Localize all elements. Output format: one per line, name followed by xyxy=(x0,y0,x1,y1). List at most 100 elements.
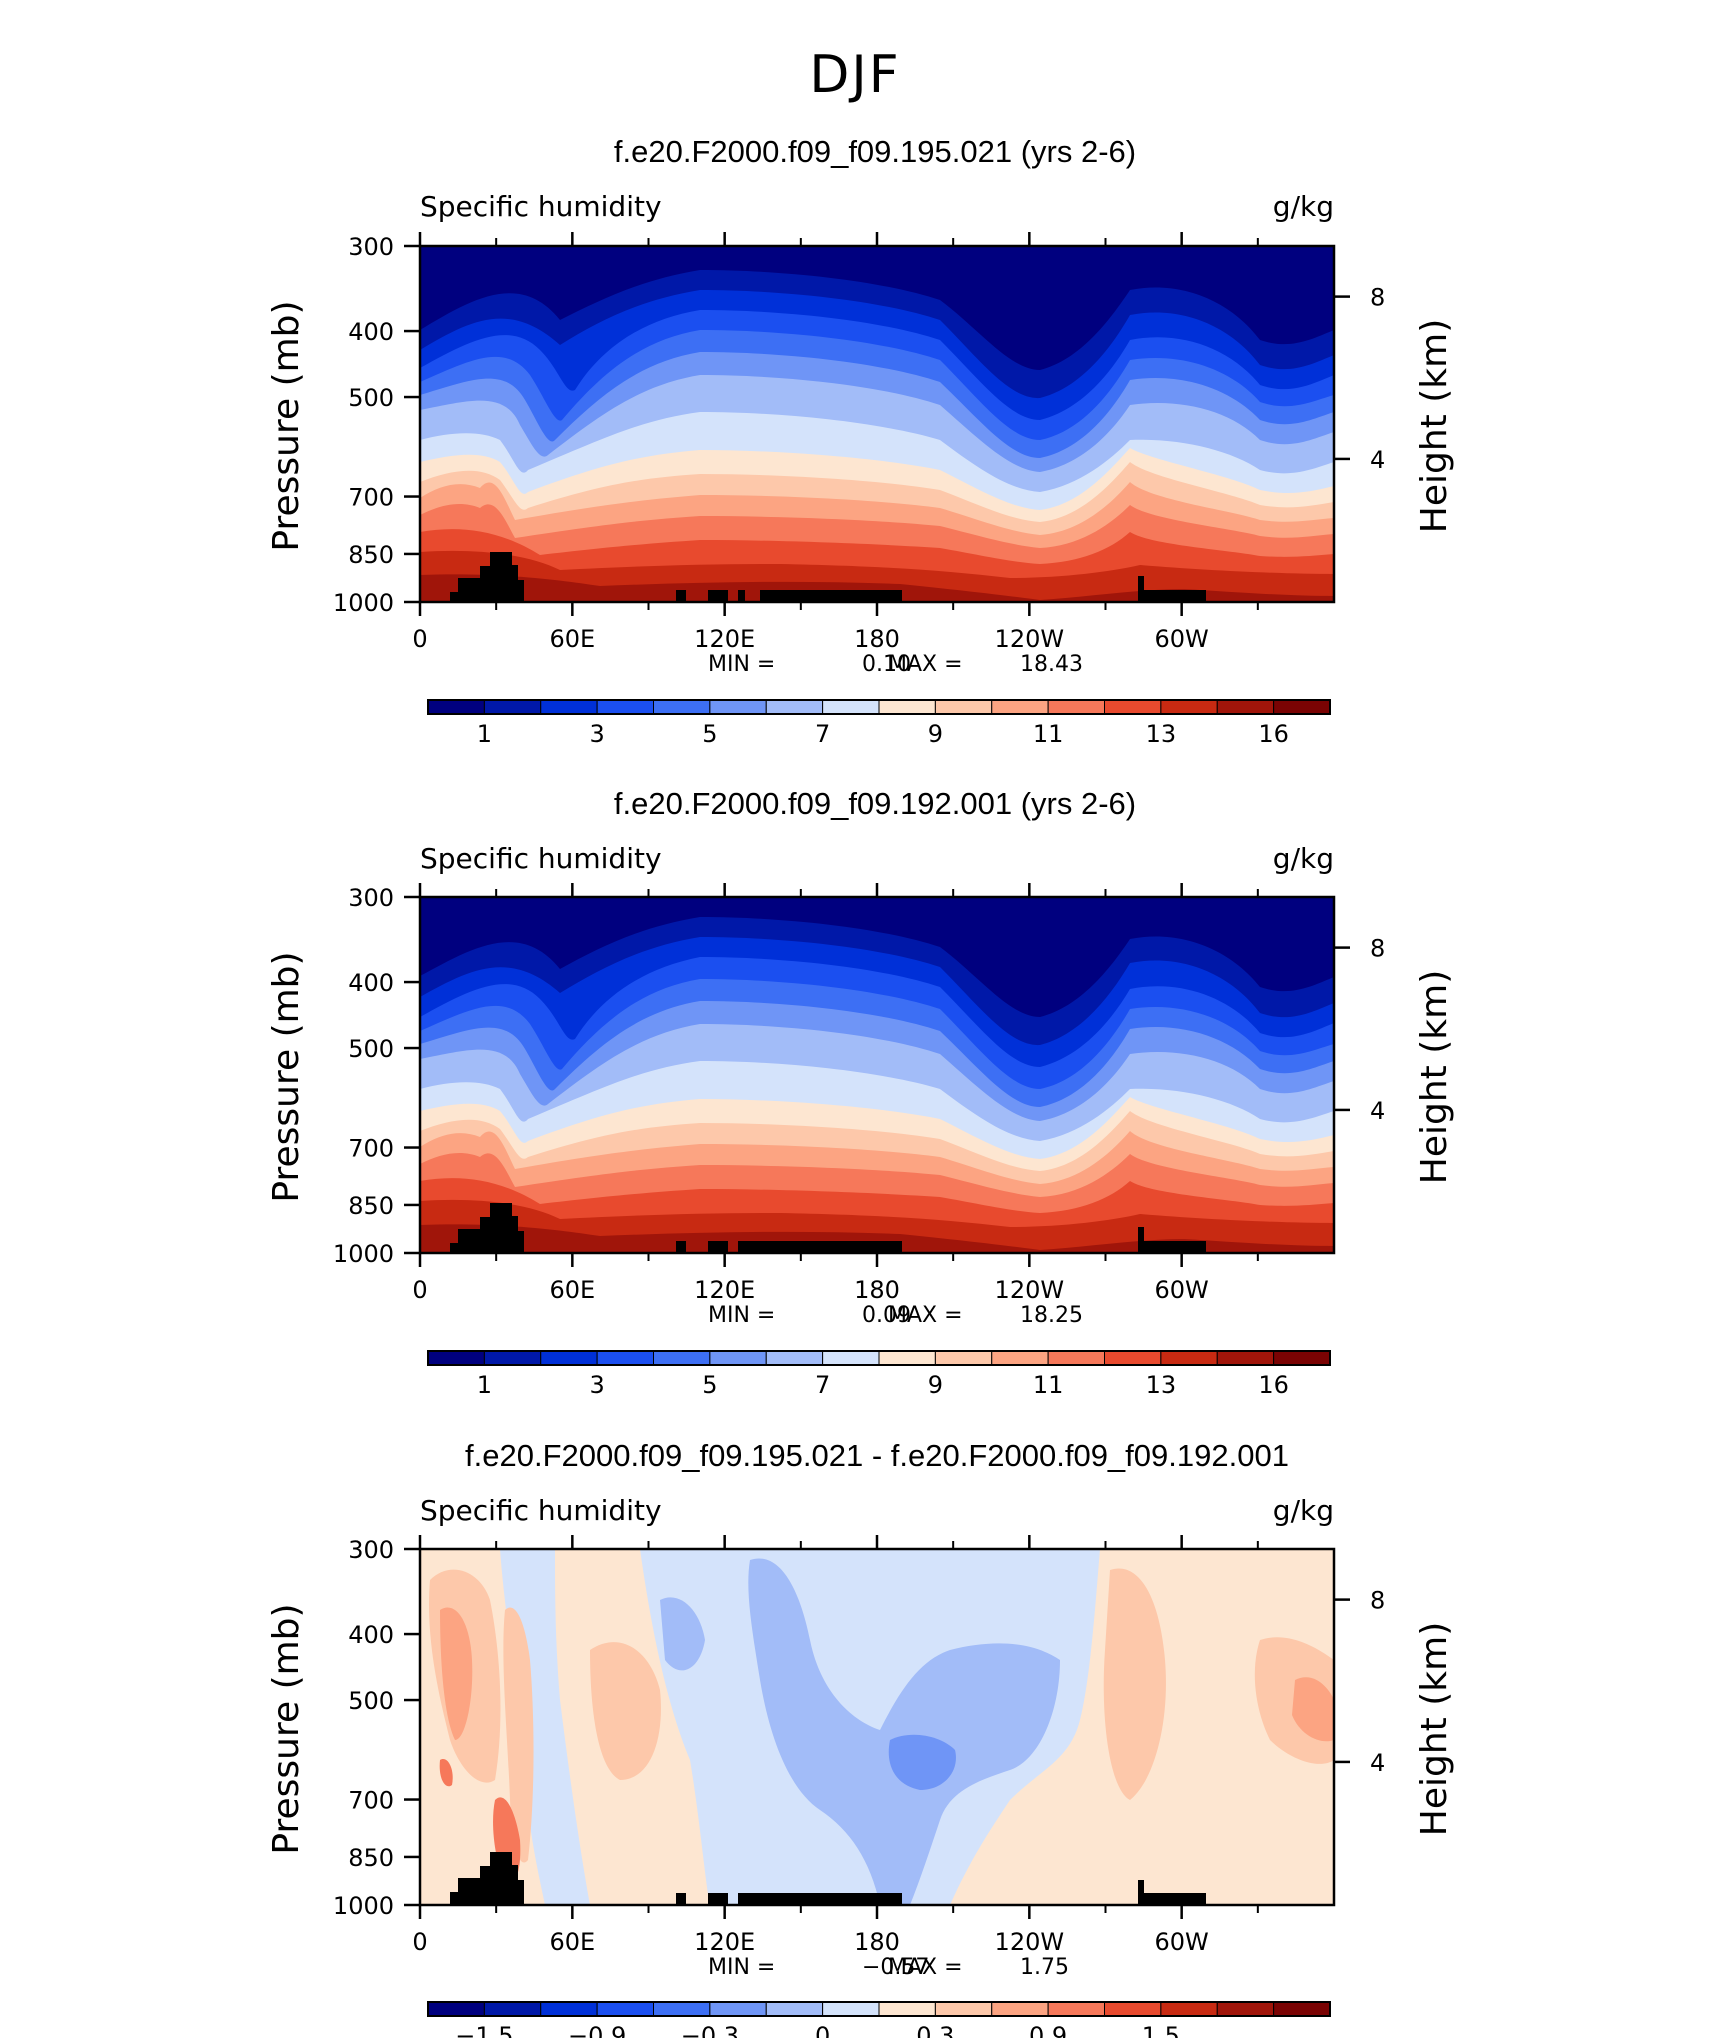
y-tick-label: 300 xyxy=(348,1536,394,1564)
colorbar-swatch xyxy=(653,1350,711,1366)
panel-3-topography xyxy=(450,1852,1206,1905)
colorbar-label: 11 xyxy=(1033,1371,1064,1399)
colorbar-swatch xyxy=(991,699,1049,715)
x-tick-label: 120E xyxy=(694,1276,755,1304)
min-label: MIN = xyxy=(708,652,775,677)
colorbar-swatch xyxy=(596,1350,654,1366)
y-tick-label: 850 xyxy=(348,1192,394,1220)
y-right-tick-label: 4 xyxy=(1370,1749,1385,1777)
colorbar-swatch xyxy=(427,1350,485,1366)
colorbar-label: 16 xyxy=(1258,1371,1289,1399)
y-tick-label: 400 xyxy=(348,969,394,997)
panel-2-variable-label: Specific humidity xyxy=(420,842,662,875)
colorbar-swatch xyxy=(1104,699,1162,715)
y-right-tick-label: 4 xyxy=(1370,446,1385,474)
y-tick-label: 400 xyxy=(348,1621,394,1649)
colorbar-swatch xyxy=(427,2001,485,2017)
colorbar-label: 9 xyxy=(928,1371,943,1399)
colorbar-label: 7 xyxy=(815,1371,830,1399)
colorbar-label: 0 xyxy=(815,2022,830,2038)
panel-2: f.e20.F2000.f09_f09.192.001 (yrs 2-6) Sp… xyxy=(266,786,1455,1399)
min-label: MIN = xyxy=(708,1303,775,1328)
panel-3-plot: 0 60E 120E 180 120W 60W 300 400 500 700 850 1000 8 4 P… xyxy=(266,1535,1455,2038)
panel-3-positive-blob-7 xyxy=(1292,1677,1334,1742)
colorbar-label: 3 xyxy=(589,1371,604,1399)
colorbar-label: 16 xyxy=(1258,720,1289,748)
x-tick-label: 60W xyxy=(1155,1928,1209,1956)
colorbar-swatch xyxy=(1273,2001,1331,2017)
colorbar-swatch xyxy=(765,2001,824,2017)
x-tick-label: 60E xyxy=(549,1276,595,1304)
y-tick-label: 500 xyxy=(348,1035,394,1063)
x-tick-label: 180 xyxy=(854,1276,900,1304)
panel-3-positive-blob-6 xyxy=(440,1607,473,1740)
colorbar-label: 11 xyxy=(1033,720,1064,748)
y-tick-label: 850 xyxy=(348,541,394,569)
y-tick-label: 1000 xyxy=(333,589,394,617)
colorbar-swatch xyxy=(1160,699,1218,715)
panel-3-positive-blob-2 xyxy=(503,1607,534,1863)
x-tick-label: 120E xyxy=(694,625,755,653)
colorbar-label: 5 xyxy=(702,1371,717,1399)
x-tick-label: 0 xyxy=(412,625,427,653)
colorbar-label: 1 xyxy=(477,720,492,748)
colorbar-swatch xyxy=(1047,699,1105,715)
colorbar-label: 7 xyxy=(815,720,830,748)
min-label: MIN = xyxy=(708,1955,775,1980)
colorbar-swatch xyxy=(822,699,880,715)
x-tick-label: 120W xyxy=(995,1276,1065,1304)
colorbar-swatch xyxy=(709,2001,767,2017)
figure-title: DJF xyxy=(809,45,900,105)
panel-1: f.e20.F2000.f09_f09.195.021 (yrs 2-6) Sp… xyxy=(266,134,1455,748)
colorbar-label: 1.5 xyxy=(1142,2022,1180,2038)
y-right-tick-label: 8 xyxy=(1370,284,1385,312)
panel-3-positive-blob-4 xyxy=(1103,1568,1166,1800)
x-tick-label: 180 xyxy=(854,1928,900,1956)
colorbar-swatch xyxy=(709,1350,767,1366)
panel-1-level-14 xyxy=(420,574,1334,602)
y-tick-label: 300 xyxy=(348,884,394,912)
colorbar-swatch xyxy=(878,2001,936,2017)
colorbar-swatch xyxy=(596,2001,654,2017)
colorbar-frame xyxy=(427,2001,1331,2017)
panel-3-negative-region-2 xyxy=(660,1597,705,1671)
colorbar-label: −0.9 xyxy=(568,2022,626,2038)
panel-3-negative-blob xyxy=(888,1734,956,1790)
x-tick-label: 60W xyxy=(1155,1276,1209,1304)
colorbar-swatch xyxy=(653,2001,711,2017)
colorbar-label: 0.9 xyxy=(1029,2022,1067,2038)
colorbar-swatch xyxy=(1216,699,1275,715)
y-tick-label: 500 xyxy=(348,1687,394,1715)
colorbar-label: 13 xyxy=(1146,720,1177,748)
x-tick-label: 180 xyxy=(854,625,900,653)
y-right-axis-label: Height (km) xyxy=(1414,1622,1455,1836)
colorbar-swatch xyxy=(878,699,936,715)
max-value: 1.75 xyxy=(1020,1955,1069,1980)
colorbar-frame xyxy=(427,699,1331,715)
colorbar-swatch xyxy=(540,1350,598,1366)
x-tick-label: 0 xyxy=(412,1928,427,1956)
colorbar-swatch xyxy=(709,699,767,715)
max-label: MAX = xyxy=(888,1303,963,1328)
y-right-tick-label: 8 xyxy=(1370,935,1385,963)
colorbar-swatch xyxy=(1273,699,1331,715)
max-value: 18.25 xyxy=(1020,1303,1083,1328)
y-axis-label: Pressure (mb) xyxy=(266,300,307,551)
colorbar-swatch xyxy=(934,2001,993,2017)
panel-3-variable-label: Specific humidity xyxy=(420,1494,662,1527)
colorbar-label: 9 xyxy=(928,720,943,748)
min-value: 0.09 xyxy=(862,1303,911,1328)
colorbar-swatch xyxy=(765,699,824,715)
colorbar-swatch xyxy=(1104,1350,1162,1366)
y-right-axis-label: Height (km) xyxy=(1414,319,1455,533)
colorbar-swatch xyxy=(878,1350,936,1366)
colorbar-swatch xyxy=(1216,2001,1275,2017)
panel-2-plot: 0 60E 120E 180 120W 60W 300 400 500 700 850 1000 8 4 P… xyxy=(266,883,1455,1399)
y-tick-label: 700 xyxy=(348,1135,394,1163)
panel-1-plot: 0 60E 120E 180 120W 60W 300 400 500 700 850 1000 8 4 P… xyxy=(266,232,1455,748)
colorbar-label: −1.5 xyxy=(455,2022,513,2038)
colorbar-label: 3 xyxy=(589,720,604,748)
panel-2-units-label: g/kg xyxy=(1273,842,1334,875)
colorbar-swatch xyxy=(1216,1350,1275,1366)
x-tick-label: 60E xyxy=(549,625,595,653)
